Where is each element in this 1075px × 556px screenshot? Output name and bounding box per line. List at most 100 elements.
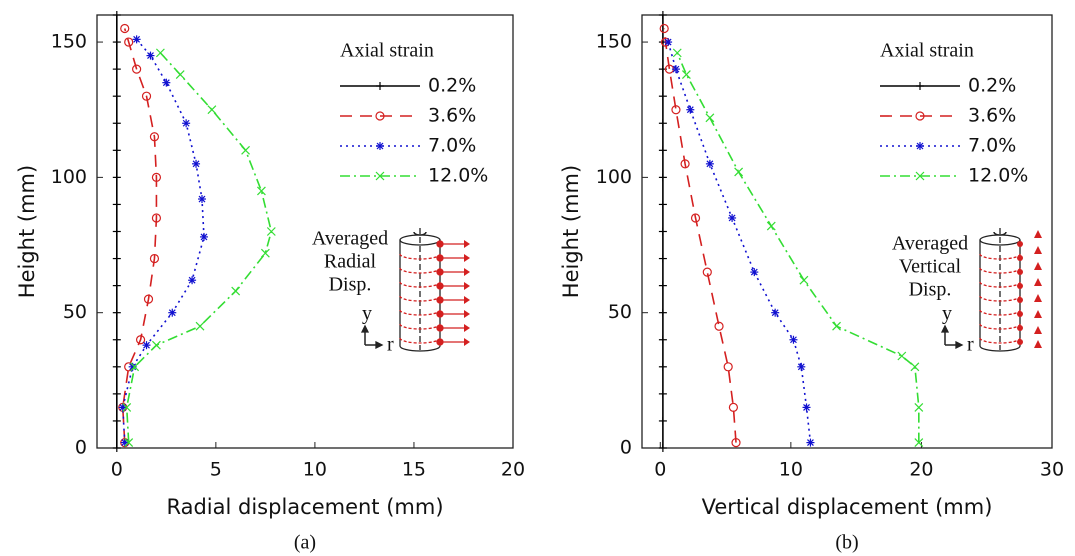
marker [260,248,270,258]
marker [728,213,737,222]
x-tick-label: 20 [501,459,525,481]
marker [658,362,667,371]
y-tick-label: 100 [51,166,87,188]
marker-stroke [241,145,250,155]
marker [124,37,134,47]
marker [680,159,690,169]
marker-stroke [256,186,266,196]
y-tick-label: 0 [75,437,87,459]
marker-circle [151,213,162,223]
marker [658,389,667,398]
marker [231,286,241,296]
legend-marker [916,82,924,90]
annotation: Disp. [909,279,952,301]
legend-entry: 3.6% [340,105,476,127]
marker [112,416,121,425]
marker-stroke [750,268,758,276]
marker [112,281,121,290]
marker [658,173,667,182]
legend-label: 0.2% [968,75,1016,97]
marker [915,171,925,181]
marker [723,362,733,372]
marker-circle [659,23,669,34]
marker-stroke [143,341,150,349]
marker-stroke [790,336,797,344]
legend-label: 3.6% [428,105,476,127]
marker [658,227,667,236]
marker-circle [680,159,690,169]
legend-label: 7.0% [968,135,1016,157]
marker [789,335,798,344]
marker [806,438,815,447]
marker [175,70,185,79]
marker-stroke [728,214,736,222]
marker [664,38,673,47]
marker-stroke [807,439,814,447]
marker [199,232,208,241]
series-line [667,41,812,443]
marker-stroke [188,276,196,284]
legend-title: Axial strain [880,40,974,62]
legend-marker [375,111,385,121]
marker [658,119,667,128]
marker-circle [728,402,739,413]
marker-circle [124,37,134,47]
inset-axis-label: r [967,334,974,356]
marker [705,113,715,123]
marker-stroke [133,35,141,43]
marker [914,402,924,412]
marker [118,403,127,412]
marker [188,276,197,285]
marker [658,92,667,101]
series-line [121,38,205,443]
marker [658,335,667,344]
marker-stroke [910,362,920,372]
marker-circle [141,91,152,101]
marker [112,119,121,128]
marker [112,200,121,209]
marker [143,294,154,304]
marker [112,335,121,344]
marker [112,146,121,155]
marker [112,173,121,182]
marker [658,416,667,425]
marker-circle [671,105,681,115]
marker [152,340,161,350]
marker-stroke [207,105,217,115]
marker-stroke [155,48,165,58]
marker [112,308,121,317]
marker [162,78,171,87]
marker-stroke [705,113,715,123]
marker [799,275,809,285]
marker [659,23,669,34]
marker-stroke [672,65,680,73]
marker [112,92,121,101]
marker [149,253,160,264]
series-line [676,52,920,443]
marker-circle [690,213,701,223]
marker-stroke [152,340,161,350]
marker-stroke [147,52,154,60]
annotation: Vertical [899,256,962,278]
marker [376,82,384,90]
y-tick-label: 50 [608,301,632,323]
legend-marker [916,142,924,150]
marker-stroke [803,403,810,411]
marker [910,362,920,372]
marker [915,111,925,121]
legend-marker [375,171,385,181]
marker-stroke [734,167,744,177]
marker [151,172,162,182]
marker [797,362,806,371]
legend-entry: 12.0% [340,165,488,187]
marker [705,159,714,168]
caption: (a) [294,532,316,554]
marker [702,267,712,277]
legend-entry: 7.0% [880,135,1016,157]
marker [658,281,667,290]
y-tick-label: 100 [596,166,632,188]
marker [135,335,146,345]
marker-stroke [124,438,134,448]
marker-stroke [175,70,185,79]
